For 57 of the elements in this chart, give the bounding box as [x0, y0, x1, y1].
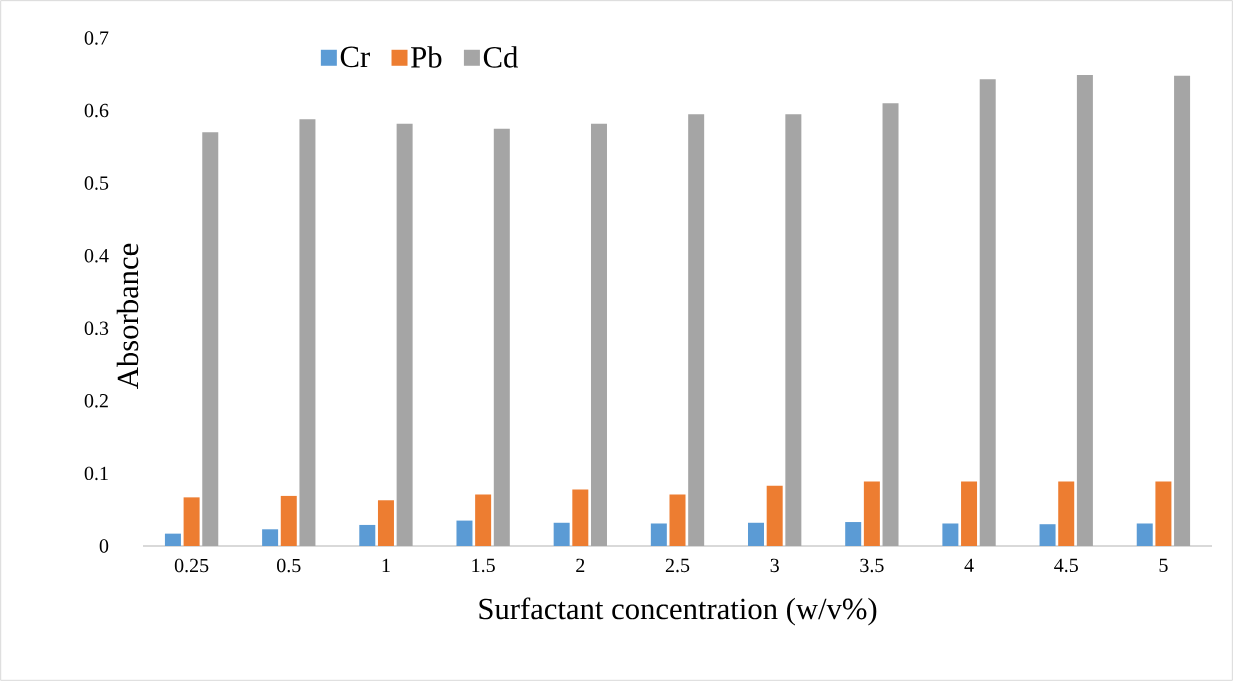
bar	[669, 494, 686, 546]
x-tick-label: 0.5	[277, 558, 301, 573]
bar	[845, 522, 862, 546]
legend-label: Cd	[483, 46, 518, 68]
y-axis-title: Absorbance	[116, 243, 139, 389]
bar	[979, 79, 996, 546]
bar	[766, 485, 783, 546]
bar	[1039, 524, 1056, 546]
y-tick-label: 0.4	[84, 248, 109, 263]
bar	[493, 128, 510, 546]
bar	[1136, 523, 1153, 546]
x-tick-label: 4	[964, 558, 974, 572]
bar	[359, 524, 376, 546]
bar	[882, 103, 899, 546]
bar	[299, 119, 316, 546]
bar	[396, 123, 413, 546]
bar	[748, 522, 765, 546]
x-axis-title: Surfactant concentration (w/v%)	[479, 597, 877, 626]
x-tick-label: 1	[382, 558, 390, 572]
y-tick-label: 0.2	[84, 394, 108, 408]
bar	[1058, 481, 1075, 546]
bar	[863, 481, 880, 546]
y-tick-label: 0.7	[84, 31, 109, 45]
x-tick-label: 5	[1159, 558, 1168, 572]
bar	[942, 523, 959, 546]
x-tick-label: 0.25	[174, 558, 209, 573]
x-tick-label: 3.5	[860, 558, 884, 573]
bar	[262, 529, 279, 546]
y-tick-label: 0.5	[84, 176, 109, 190]
bar	[475, 494, 492, 546]
bar	[1174, 75, 1191, 546]
bar	[202, 132, 219, 546]
x-tick-label: 4.5	[1054, 558, 1078, 573]
bar	[280, 495, 297, 546]
legend-label: Pb	[411, 46, 442, 68]
x-tick-label: 2.5	[665, 558, 690, 573]
x-tick-label: 2	[576, 558, 585, 572]
x-tick-label: 1.5	[472, 558, 495, 573]
bar	[688, 114, 705, 546]
y-tick-label: 0.1	[84, 466, 108, 481]
y-tick-label: 0.6	[84, 103, 109, 118]
bar	[164, 533, 181, 546]
y-tick-label: 0	[99, 539, 109, 553]
legend-label: Cr	[340, 46, 370, 68]
bar	[650, 523, 667, 546]
bar	[377, 500, 394, 546]
bar	[1155, 481, 1172, 546]
bar	[590, 123, 607, 546]
bar	[553, 522, 570, 546]
y-tick-label: 0.3	[84, 321, 109, 336]
bar	[183, 497, 200, 546]
bar	[572, 489, 589, 546]
bar	[1076, 75, 1093, 546]
bar	[785, 114, 802, 546]
bar	[456, 520, 473, 546]
x-tick-label: 3	[770, 558, 779, 573]
bar	[961, 481, 978, 546]
